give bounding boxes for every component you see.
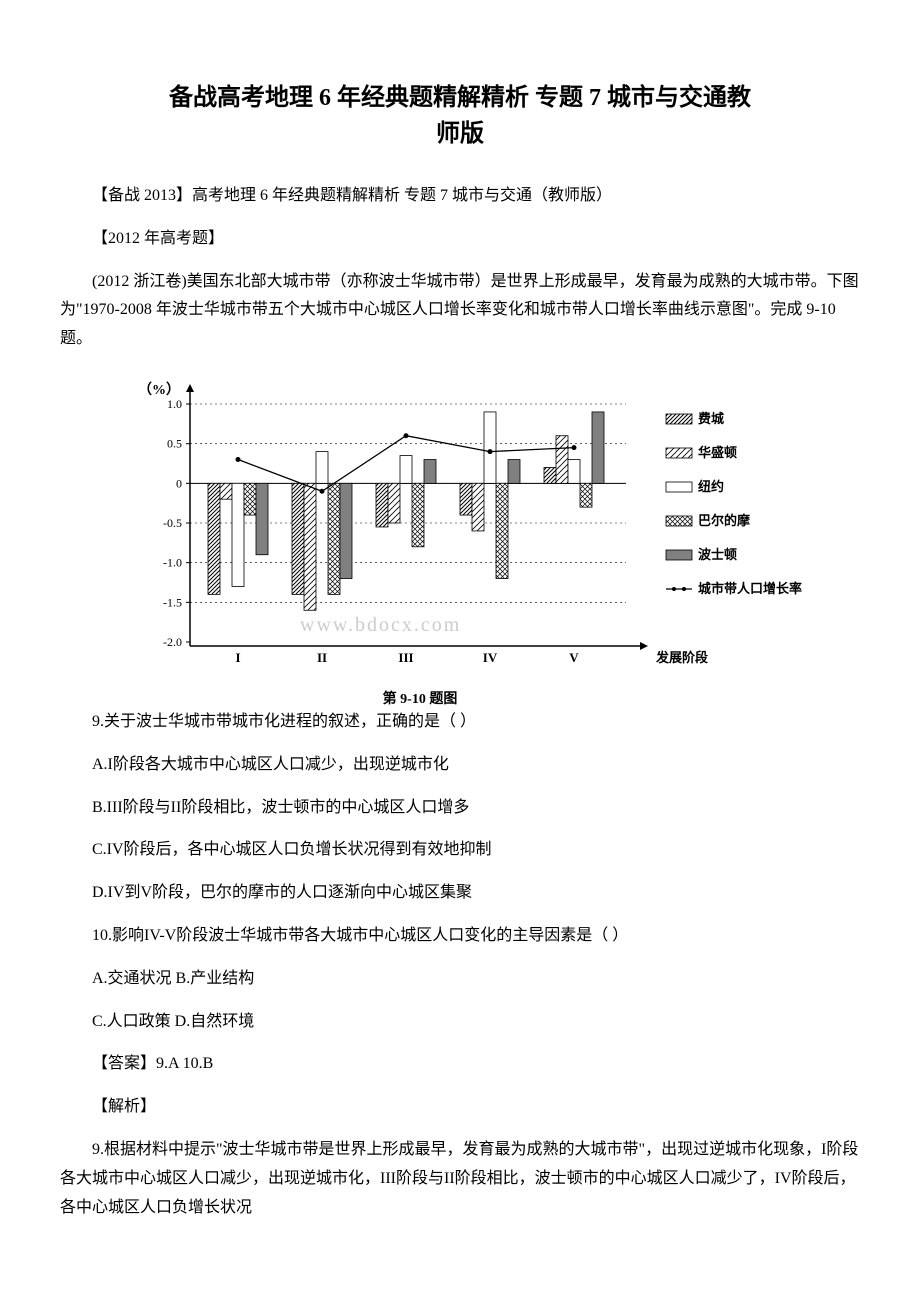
q9-option-b: B.III阶段与II阶段相比，波士顿市的中心城区人口增多 (60, 794, 860, 823)
svg-text:发展阶段: 发展阶段 (655, 650, 708, 664)
svg-text:V: V (569, 650, 579, 664)
svg-text:-1.0: -1.0 (163, 556, 182, 570)
q10-stem: 10.影响IV-V阶段波士华城市带各大城市中心城区人口变化的主导因素是（ ） (60, 922, 860, 951)
title-line-1: 备战高考地理 6 年经典题精解精析 专题 7 城市与交通教 (169, 85, 751, 111)
svg-text:（%）: （%） (138, 382, 180, 398)
page-title: 备战高考地理 6 年经典题精解精析 专题 7 城市与交通教 师版 (60, 80, 860, 152)
chart-svg: （%）-2.0-1.5-1.0-0.500.51.0IIIIIIIVV发展阶段费… (100, 374, 840, 664)
svg-text:-1.5: -1.5 (163, 595, 182, 609)
intro-paragraph-2: 【2012 年高考题】 (60, 225, 860, 254)
title-line-2: 师版 (436, 121, 484, 147)
intro-paragraph-3: (2012 浙江卷)美国东北部大城市带（亦称波士华城市带）是世界上形成最早，发育… (60, 268, 860, 354)
intro-paragraph-1: 【备战 2013】高考地理 6 年经典题精解精析 专题 7 城市与交通（教师版） (60, 182, 860, 211)
svg-text:波士顿: 波士顿 (698, 547, 737, 562)
svg-text:I: I (235, 650, 240, 664)
q10-option-ab: A.交通状况 B.产业结构 (60, 965, 860, 994)
svg-text:纽约: 纽约 (698, 479, 724, 494)
q9-option-a: A.I阶段各大城市中心城区人口减少，出现逆城市化 (60, 751, 860, 780)
svg-text:0.5: 0.5 (167, 437, 182, 451)
svg-text:II: II (317, 650, 327, 664)
chart-caption: 第 9-10 题图 (0, 688, 860, 708)
svg-text:III: III (398, 650, 413, 664)
svg-text:-2.0: -2.0 (163, 635, 182, 649)
jiexi-label: 【解析】 (60, 1093, 860, 1122)
svg-text:巴尔的摩: 巴尔的摩 (698, 513, 751, 528)
svg-text:0: 0 (176, 476, 182, 490)
q9-stem: 9.关于波士华城市带城市化进程的叙述，正确的是（ ） (60, 708, 860, 737)
svg-text:费城: 费城 (698, 411, 724, 426)
chart-container: （%）-2.0-1.5-1.0-0.500.51.0IIIIIIIVV发展阶段费… (100, 374, 860, 674)
q9-option-d: D.IV到V阶段，巴尔的摩市的人口逐渐向中心城区集聚 (60, 879, 860, 908)
jiexi-9: 9.根据材料中提示"波士华城市带是世界上形成最早，发育最为成熟的大城市带"，出现… (60, 1136, 860, 1222)
svg-text:华盛顿: 华盛顿 (698, 445, 737, 460)
q10-option-cd: C.人口政策 D.自然环境 (60, 1008, 860, 1037)
svg-text:IV: IV (483, 650, 498, 664)
answer: 【答案】9.A 10.B (60, 1050, 860, 1079)
svg-text:1.0: 1.0 (167, 397, 182, 411)
q9-option-c: C.IV阶段后，各中心城区人口负增长状况得到有效地抑制 (60, 836, 860, 865)
svg-text:城市带人口增长率: 城市带人口增长率 (698, 581, 802, 596)
svg-text:-0.5: -0.5 (163, 516, 182, 530)
